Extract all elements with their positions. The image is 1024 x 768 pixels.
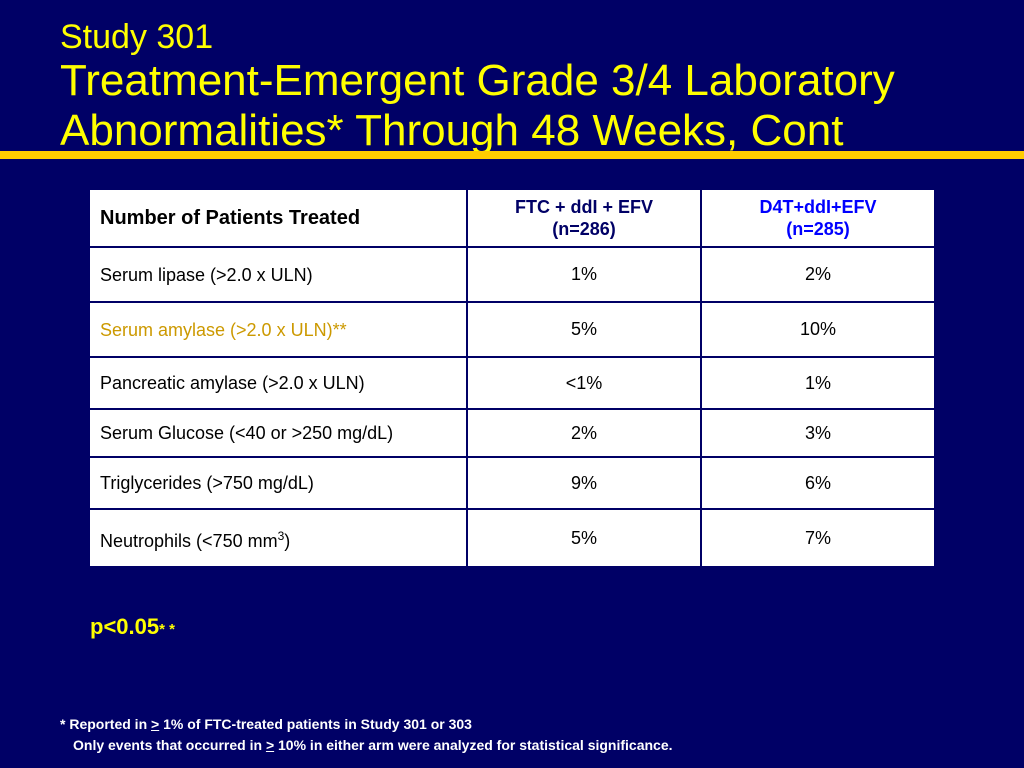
title-main-line1: Treatment-Emergent Grade 3/4 Laboratory	[60, 56, 895, 105]
table-row: Triglycerides (>750 mg/dL) 9% 6%	[88, 456, 936, 510]
table-row: Pancreatic amylase (>2.0 x ULN) <1% 1%	[88, 356, 936, 410]
p-value-text: p<0.05	[90, 614, 160, 639]
row-label: Pancreatic amylase (>2.0 x ULN)	[88, 356, 468, 410]
row-d4t-value: 3%	[700, 408, 936, 458]
table-row: Neutrophils (<750 mm3) 5% 7%	[88, 508, 936, 568]
row-d4t-value: 10%	[700, 301, 936, 358]
row-d4t-value: 6%	[700, 456, 936, 510]
footnote-line2-symbol: >	[265, 737, 275, 753]
row-ftc-value: 1%	[466, 246, 702, 303]
lab-abnormalities-table: Number of Patients Treated FTC + ddI + E…	[88, 188, 936, 568]
header-label: Number of Patients Treated	[88, 188, 468, 248]
footnote-line2-start: Only events that occurred in	[73, 737, 266, 753]
p-value-note: p<0.05* *	[90, 614, 175, 640]
footnote: * Reported in > 1% of FTC-treated patien…	[60, 714, 673, 756]
table-row: Serum lipase (>2.0 x ULN) 1% 2%	[88, 246, 936, 303]
header-ftc-n: (n=286)	[552, 219, 616, 239]
footnote-line1: * Reported in > 1% of FTC-treated patien…	[60, 714, 673, 735]
footnote-line1-symbol: >	[151, 716, 160, 732]
title-divider	[0, 151, 1024, 159]
row-ftc-value: 5%	[466, 508, 702, 568]
footnote-line2-end: 10% in either arm were analyzed for stat…	[274, 737, 673, 753]
footnote-line1-end: 1% of FTC-treated patients in Study 301 …	[159, 716, 472, 732]
header-ftc-name: FTC + ddI + EFV	[514, 197, 653, 217]
row-label: Serum Glucose (<40 or >250 mg/dL)	[88, 408, 468, 458]
table-header-row: Number of Patients Treated FTC + ddI + E…	[88, 188, 936, 248]
header-d4t-n: (n=285)	[786, 219, 850, 239]
row-ftc-value: 5%	[466, 301, 702, 358]
row-label-main: Neutrophils (<750 mm	[100, 530, 278, 551]
row-label-end: )	[284, 530, 291, 551]
title-main-line2: Abnormalities* Through 48 Weeks, Cont	[60, 106, 844, 155]
footnote-line2: Only events that occurred in > 10% in ei…	[60, 735, 673, 756]
row-ftc-value: 9%	[466, 456, 702, 510]
table-row: Serum Glucose (<40 or >250 mg/dL) 2% 3%	[88, 408, 936, 458]
header-ftc-arm: FTC + ddI + EFV (n=286)	[466, 188, 702, 248]
header-d4t-name: D4T+ddI+EFV	[759, 197, 877, 217]
row-label: Neutrophils (<750 mm3)	[88, 508, 468, 568]
row-ftc-value: <1%	[466, 356, 702, 410]
p-value-marker: * *	[159, 621, 175, 638]
row-label: Triglycerides (>750 mg/dL)	[88, 456, 468, 510]
header-d4t-arm: D4T+ddI+EFV (n=285)	[700, 188, 936, 248]
slide-title: Study 301 Treatment-Emergent Grade 3/4 L…	[60, 18, 895, 156]
row-label-superscript: 3	[277, 528, 285, 543]
row-d4t-value: 7%	[700, 508, 936, 568]
row-label: Serum amylase (>2.0 x ULN)**	[88, 301, 468, 358]
table-row: Serum amylase (>2.0 x ULN)** 5% 10%	[88, 301, 936, 358]
row-ftc-value: 2%	[466, 408, 702, 458]
row-label: Serum lipase (>2.0 x ULN)	[88, 246, 468, 303]
row-d4t-value: 1%	[700, 356, 936, 410]
row-d4t-value: 2%	[700, 246, 936, 303]
title-study: Study 301	[60, 18, 214, 56]
footnote-line1-start: * Reported in	[60, 716, 152, 732]
